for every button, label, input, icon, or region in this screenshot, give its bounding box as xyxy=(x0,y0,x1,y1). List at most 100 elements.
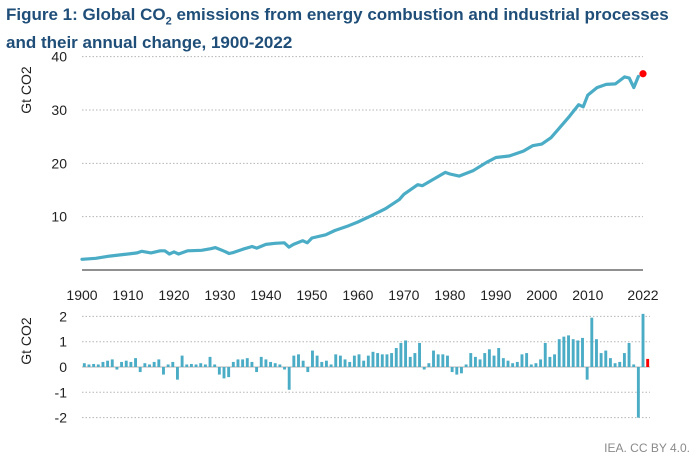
annual-change-bar xyxy=(478,359,482,367)
title-prefix: Figure 1: Global CO xyxy=(6,5,166,24)
annual-change-bar xyxy=(408,356,412,367)
annual-change-bar xyxy=(515,361,519,367)
annual-change-bar xyxy=(264,359,268,367)
annual-change-bar xyxy=(96,364,100,367)
annual-change-bar xyxy=(455,367,459,375)
x-tick-label: 1930 xyxy=(204,287,235,303)
annual-change-bar xyxy=(618,361,622,367)
annual-change-bar xyxy=(404,340,408,367)
annual-change-bar xyxy=(301,360,305,367)
x-tick-label: 2000 xyxy=(526,287,557,303)
annual-change-bar xyxy=(487,349,491,367)
annual-change-bar xyxy=(418,342,421,367)
annual-change-bar xyxy=(148,364,151,367)
annual-change-bars xyxy=(82,313,650,418)
annual-change-bar xyxy=(92,363,96,367)
annual-change-bar xyxy=(567,335,570,368)
annual-change-bar xyxy=(501,358,505,367)
annual-change-bar xyxy=(129,361,133,367)
annual-change-bar xyxy=(269,361,272,367)
annual-change-bar xyxy=(622,353,626,367)
annual-change-bar xyxy=(627,342,631,367)
annual-change-bar xyxy=(352,355,356,367)
annual-change-bar xyxy=(436,354,440,367)
annual-change-bar xyxy=(185,364,189,367)
annual-change-bar xyxy=(222,367,226,379)
annual-change-bar xyxy=(539,359,543,367)
bottom-y-tick-labels: 2 1 0 -1 -2 xyxy=(55,308,68,425)
bottom-y-axis-label: Gt CO2 xyxy=(18,317,34,365)
annual-change-bar xyxy=(138,367,142,373)
annual-change-bar xyxy=(390,353,394,367)
annual-change-bar xyxy=(553,354,556,367)
annual-change-bar xyxy=(87,364,91,367)
annual-change-bar xyxy=(641,313,645,367)
annual-change-bar xyxy=(297,354,300,367)
annual-change-bar xyxy=(162,367,165,375)
annual-change-bar xyxy=(595,339,598,367)
annual-change-bar xyxy=(376,353,380,367)
bottom-y-tick-label: -2 xyxy=(55,410,68,426)
annual-change-bar xyxy=(432,350,435,367)
annual-change-bar xyxy=(189,363,193,367)
annual-change-bar xyxy=(590,317,594,367)
top-y-tick-labels: 10 20 30 40 xyxy=(51,49,67,225)
x-tick-label: 1900 xyxy=(66,287,97,303)
annual-change-bar xyxy=(441,354,445,367)
annual-change-bar xyxy=(329,364,333,367)
annual-change-bar xyxy=(231,361,235,367)
top-y-tick-label: 20 xyxy=(51,155,67,171)
annual-change-bar xyxy=(194,364,198,367)
annual-change-bar xyxy=(315,355,319,367)
annual-change-bar xyxy=(636,367,640,418)
annual-change-bar xyxy=(338,355,342,367)
figure-title: Figure 1: Global CO2 emissions from ener… xyxy=(6,4,696,53)
annual-change-bar xyxy=(399,342,403,367)
annual-change-bar xyxy=(497,348,501,367)
annual-change-bar xyxy=(143,363,147,367)
credit-text: IEA. CC BY 4.0. xyxy=(604,441,690,455)
annual-change-bar xyxy=(483,353,487,367)
title-subscript: 2 xyxy=(165,15,172,28)
title-suffix: emissions from energy combustion and ind… xyxy=(6,5,669,53)
annual-change-bar xyxy=(357,354,361,367)
x-tick-label: 2010 xyxy=(572,287,603,303)
annual-change-bar xyxy=(492,355,496,367)
annual-change-bar xyxy=(124,360,128,367)
annual-change-bar xyxy=(613,363,617,367)
annual-change-bar xyxy=(460,367,463,374)
annual-change-bar xyxy=(106,360,110,367)
annual-change-bar xyxy=(273,363,277,367)
annual-change-bar xyxy=(450,367,454,373)
annual-change-bar xyxy=(227,367,231,378)
annual-change-bar xyxy=(176,367,179,380)
annual-change-bar xyxy=(236,359,240,367)
annual-change-bar xyxy=(180,355,184,367)
annual-change-bar xyxy=(306,367,310,373)
annual-change-bar xyxy=(562,336,566,367)
annual-change-bar xyxy=(557,339,561,367)
annual-change-bar xyxy=(255,367,259,373)
annual-change-bar xyxy=(152,361,156,367)
emissions-2022-point xyxy=(639,70,647,78)
annual-change-bar xyxy=(283,367,286,370)
top-y-tick-label: 40 xyxy=(51,49,67,65)
annual-change-bar xyxy=(292,355,296,367)
annual-change-bar xyxy=(473,356,477,367)
top-gridlines xyxy=(82,56,643,271)
annual-change-bar xyxy=(110,359,114,367)
annual-change-bar xyxy=(245,358,249,367)
annual-change-bar xyxy=(287,367,291,390)
annual-change-bar xyxy=(422,367,426,370)
annual-change-bar xyxy=(520,354,524,367)
annual-change-bar xyxy=(311,350,314,367)
annual-change-bar xyxy=(250,361,254,367)
top-y-tick-label: 30 xyxy=(51,102,67,118)
annual-change-bar xyxy=(324,360,328,367)
annual-change-bar xyxy=(585,367,589,380)
annual-change-bar xyxy=(157,359,161,367)
x-tick-label: 2022 xyxy=(627,287,658,303)
annual-change-bar xyxy=(166,364,170,367)
emissions-line xyxy=(80,74,641,261)
x-tick-label: 1920 xyxy=(158,287,189,303)
